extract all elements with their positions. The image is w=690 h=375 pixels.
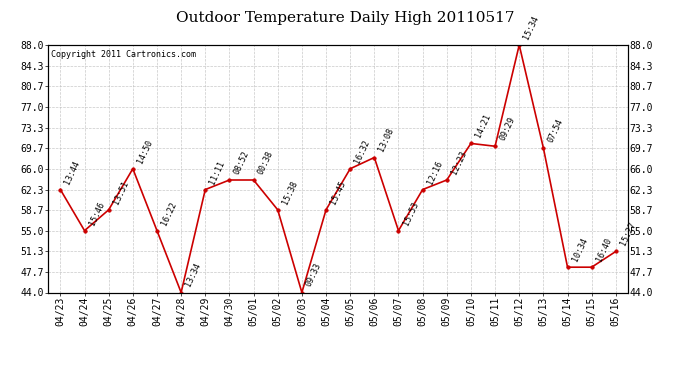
- Text: 13:08: 13:08: [377, 127, 396, 153]
- Text: 15:46: 15:46: [88, 200, 106, 226]
- Text: 12:16: 12:16: [426, 159, 444, 185]
- Text: 08:52: 08:52: [233, 149, 251, 176]
- Text: 15:27: 15:27: [619, 221, 638, 247]
- Text: 09:33: 09:33: [305, 262, 324, 288]
- Text: Outdoor Temperature Daily High 20110517: Outdoor Temperature Daily High 20110517: [176, 11, 514, 25]
- Text: Copyright 2011 Cartronics.com: Copyright 2011 Cartronics.com: [51, 50, 196, 59]
- Text: 15:34: 15:34: [522, 14, 541, 41]
- Text: 13:34: 13:34: [184, 262, 203, 288]
- Text: 15:45: 15:45: [329, 179, 348, 206]
- Text: 09:29: 09:29: [498, 116, 517, 142]
- Text: 07:54: 07:54: [546, 117, 565, 144]
- Text: 15:53: 15:53: [402, 200, 420, 226]
- Text: 14:50: 14:50: [136, 138, 155, 165]
- Text: 12:23: 12:23: [450, 149, 469, 176]
- Text: 13:51: 13:51: [112, 179, 130, 206]
- Text: 14:21: 14:21: [474, 113, 493, 139]
- Text: 00:38: 00:38: [257, 149, 275, 176]
- Text: 16:22: 16:22: [160, 200, 179, 226]
- Text: 15:38: 15:38: [281, 179, 299, 206]
- Text: 10:34: 10:34: [571, 237, 589, 263]
- Text: 16:32: 16:32: [353, 138, 372, 165]
- Text: 11:11: 11:11: [208, 159, 227, 185]
- Text: 16:40: 16:40: [595, 237, 613, 263]
- Text: 13:44: 13:44: [63, 159, 82, 185]
